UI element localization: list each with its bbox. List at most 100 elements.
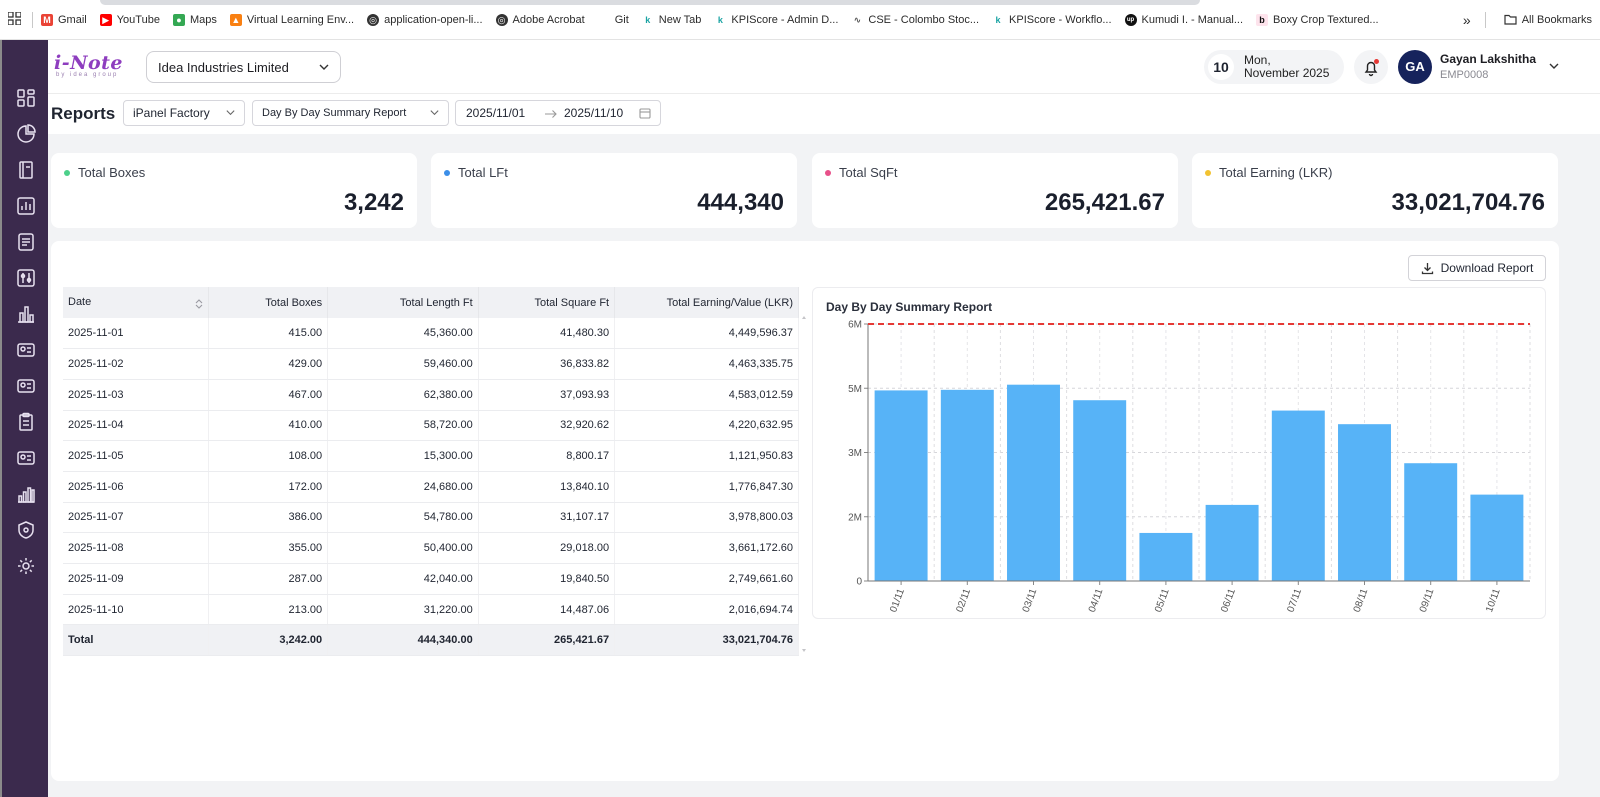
tab-strip-edge — [100, 0, 1200, 5]
notifications-button[interactable] — [1354, 50, 1388, 84]
total-total-earning: 33,021,704.76 — [614, 624, 799, 657]
stat-card-total-boxes: Total Boxes 3,242 — [51, 153, 417, 228]
apps-grid-icon[interactable] — [0, 10, 28, 28]
total-total-length: 444,340.00 — [327, 624, 479, 657]
table-scrollbar[interactable] — [800, 287, 808, 657]
bookmark-git[interactable]: Git — [597, 13, 629, 26]
status-dot — [444, 169, 450, 176]
document-icon[interactable] — [16, 232, 36, 252]
cell-total-boxes: 172.00 — [208, 471, 329, 503]
cell-total-length: 58,720.00 — [327, 410, 479, 442]
cell-total-square: 14,487.06 — [478, 594, 616, 626]
date-to-input[interactable]: 2025/11/10 — [564, 106, 624, 120]
cell-total-earning: 4,463,335.75 — [614, 348, 799, 380]
table-row[interactable]: 2025-11-09 287.00 42,040.00 19,840.50 2,749,… — [63, 563, 799, 595]
table-row[interactable]: 2025-11-03 467.00 62,380.00 37,093.93 4,583,… — [63, 379, 799, 411]
table-row[interactable]: 2025-11-06 172.00 24,680.00 13,840.10 1,776,… — [63, 471, 799, 503]
bookmark-cse[interactable]: ∿ CSE - Colombo Stoc... — [851, 14, 979, 26]
more-bookmarks-button[interactable]: » — [1462, 11, 1471, 28]
total-total-square: 265,421.67 — [478, 624, 616, 657]
page-title: Reports — [51, 104, 116, 123]
bookmark-youtube[interactable]: ▶ YouTube — [99, 13, 160, 26]
table-row[interactable]: 2025-11-07 386.00 54,780.00 31,107.17 3,978,… — [63, 502, 799, 534]
bookmark-kumudi[interactable]: up Kumudi I. - Manual... — [1124, 13, 1243, 26]
user-name: Gayan Lakshitha — [1440, 52, 1537, 66]
cell-total-boxes: 410.00 — [208, 410, 329, 442]
table-header-row: Date Total Boxes Total Length Ft Total S… — [63, 287, 799, 318]
table-row[interactable]: 2025-11-10 213.00 31,220.00 14,487.06 2,016,… — [63, 594, 799, 626]
avatar[interactable]: GA — [1398, 50, 1432, 84]
gear-icon[interactable] — [16, 556, 36, 576]
report-type-select[interactable]: Day By Day Summary Report — [252, 100, 449, 126]
column-header-date[interactable]: Date — [63, 287, 209, 318]
date-from-input[interactable]: 2025/11/01 — [466, 106, 526, 120]
folder-icon — [1504, 14, 1517, 25]
y-tick-label: 6M — [848, 320, 862, 331]
status-dot — [64, 169, 70, 176]
bar-07-11 — [1271, 410, 1325, 581]
table-row[interactable]: 2025-11-05 108.00 15,300.00 8,800.17 1,121,9… — [63, 440, 799, 472]
stat-card-total-lft: Total LFt 444,340 — [431, 153, 797, 228]
all-bookmarks-button[interactable]: All Bookmarks — [1504, 14, 1592, 26]
cell-total-earning: 3,661,172.60 — [614, 532, 799, 564]
bookmark-gmail[interactable]: M Gmail — [41, 13, 87, 26]
table-row[interactable]: 2025-11-02 429.00 59,460.00 36,833.82 4,463,… — [63, 348, 799, 380]
bookmark-application[interactable]: ◎ application-open-li... — [367, 13, 483, 26]
cell-total-earning: 3,978,800.03 — [614, 502, 799, 534]
cell-total-earning: 1,121,950.83 — [614, 440, 799, 472]
user-card-icon[interactable] — [16, 448, 36, 468]
table-row[interactable]: 2025-11-04 410.00 58,720.00 32,920.62 4,220,… — [63, 410, 799, 442]
bookmark-adobe[interactable]: ◎ Adobe Acrobat — [495, 13, 585, 26]
notebook-icon[interactable] — [16, 160, 36, 180]
table-row[interactable]: 2025-11-01 415.00 45,360.00 41,480.30 4,449,… — [63, 318, 799, 350]
download-report-button[interactable]: Download Report — [1408, 255, 1546, 281]
gmail-icon: M — [41, 13, 53, 26]
bar-report-icon[interactable] — [16, 196, 36, 216]
company-select[interactable]: Idea Industries Limited — [146, 51, 341, 83]
pie-chart-icon[interactable] — [16, 124, 36, 144]
cell-total-earning: 4,220,632.95 — [614, 410, 799, 442]
app-logo[interactable]: i-Note by idea group — [54, 52, 124, 78]
employee-card-icon[interactable] — [16, 376, 36, 396]
cell-date: 2025-11-06 — [63, 471, 209, 503]
arrow-right-icon — [545, 110, 557, 118]
cell-total-length: 50,400.00 — [327, 532, 479, 564]
x-tick-label: 07/11 — [1285, 587, 1304, 614]
stat-card-total-earning: Total Earning (LKR) 33,021,704.76 — [1192, 153, 1558, 228]
id-card-icon[interactable] — [16, 340, 36, 360]
bookmark-boxy[interactable]: b Boxy Crop Textured... — [1256, 13, 1379, 26]
bar-10-11 — [1470, 494, 1524, 581]
status-dot — [825, 169, 831, 176]
bookmark-vle[interactable]: ▲ Virtual Learning Env... — [229, 13, 355, 26]
x-tick-label: 01/11 — [888, 587, 907, 614]
sliders-icon[interactable] — [16, 268, 36, 288]
bookmark-kpi-workflow[interactable]: k KPIScore - Workflo... — [992, 14, 1112, 26]
chevron-down-icon — [226, 110, 235, 116]
dashboard-icon[interactable] — [16, 88, 36, 108]
youtube-icon: ▶ — [99, 13, 112, 26]
date-range-picker[interactable]: 2025/11/01 2025/11/10 — [455, 100, 661, 126]
shield-icon[interactable] — [16, 520, 36, 540]
bar-03-11 — [1007, 384, 1060, 581]
bookmarks-separator — [1484, 11, 1486, 28]
sort-icon[interactable] — [195, 298, 203, 310]
table-row[interactable]: 2025-11-08 355.00 50,400.00 29,018.00 3,661,… — [63, 532, 799, 564]
cell-date: 2025-11-05 — [63, 440, 209, 472]
column-header-total-square: Total Square Ft — [478, 287, 616, 318]
chevron-down-icon — [430, 110, 439, 116]
x-tick-label: 06/11 — [1219, 587, 1238, 614]
bookmark-kpi-admin[interactable]: k KPIScore - Admin D... — [714, 14, 839, 26]
git-icon — [597, 13, 610, 26]
cell-total-boxes: 429.00 — [208, 348, 329, 380]
cell-date: 2025-11-03 — [63, 379, 209, 411]
cell-total-square: 13,840.10 — [478, 471, 616, 503]
bar-chart-icon[interactable] — [16, 304, 36, 324]
user-menu-chevron-icon[interactable] — [1548, 60, 1560, 72]
bar-06-11 — [1205, 504, 1259, 581]
y-tick-label: 0 — [856, 577, 862, 588]
factory-select[interactable]: iPanel Factory — [123, 100, 245, 126]
bookmark-maps[interactable]: ● Maps — [172, 13, 217, 26]
analytics-icon[interactable] — [16, 484, 36, 504]
bookmark-new-tab[interactable]: k New Tab — [642, 14, 701, 26]
clipboard-icon[interactable] — [16, 412, 36, 432]
